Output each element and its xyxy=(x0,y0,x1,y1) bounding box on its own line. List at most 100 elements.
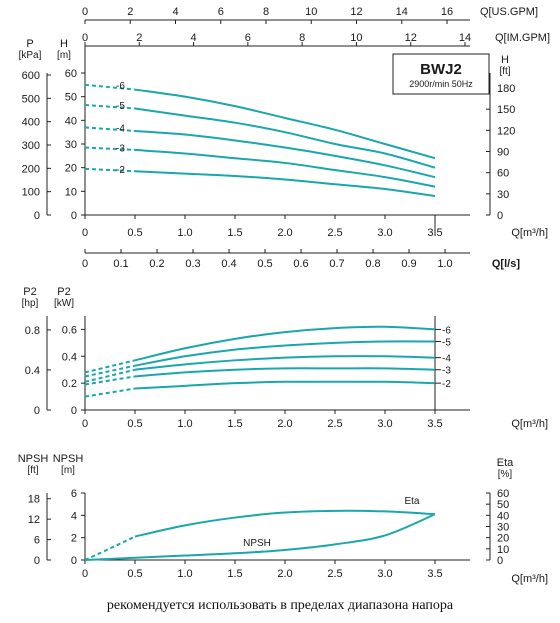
im-gpm-tick-label: 8 xyxy=(299,32,305,44)
npsh-x-tick-label: 3.0 xyxy=(377,568,392,580)
npsh-m-tick-label: 4 xyxy=(71,510,77,522)
p-kpa-tick-label: 100 xyxy=(22,187,40,199)
power-x-tick-label: 1.0 xyxy=(177,418,192,430)
speed-label: 2900r/min 50Hz xyxy=(409,79,473,89)
h-m-tick-label: 40 xyxy=(65,115,77,127)
head-x-tick-label: 1.0 xyxy=(177,227,192,239)
us-gpm-tick-label: 10 xyxy=(305,6,317,18)
h-ft-tick-label: 90 xyxy=(497,147,509,159)
power-series-label: -3 xyxy=(442,366,451,377)
im-gpm-tick-label: 14 xyxy=(459,32,471,44)
eta-axis-title: Eta xyxy=(497,457,514,469)
p2-hp-tick-label: 0 xyxy=(34,405,40,417)
eta-dashed xyxy=(84,535,136,561)
ls-tick-label: 0.7 xyxy=(329,258,344,270)
p2-kw-axis-title: P2 xyxy=(57,286,70,298)
head-curve-2 xyxy=(134,170,436,198)
p2-kw-tick-label: 0.2 xyxy=(62,378,77,390)
caption-text: рекомендуется использовать в пределах ди… xyxy=(106,598,454,613)
h-m-tick-label: 10 xyxy=(65,186,77,198)
npsh-x-tick-label: 1.5 xyxy=(227,568,242,580)
ls-tick-label: 0.3 xyxy=(185,258,200,270)
power-curve-2 xyxy=(134,380,436,390)
eta-tick-label: 50 xyxy=(497,499,509,511)
eta-tick-label: 0 xyxy=(497,555,503,567)
us-gpm-tick-label: 0 xyxy=(82,6,88,18)
eta-tick-label: 40 xyxy=(497,510,509,522)
eta-axis-unit: [%] xyxy=(498,469,513,480)
npsh-x-tick-label: 3.5 xyxy=(427,568,442,580)
eta-curve xyxy=(134,509,436,538)
head-curve-6 xyxy=(134,88,436,160)
power-series-label: -5 xyxy=(442,338,451,349)
us-gpm-tick-label: 2 xyxy=(127,6,133,18)
head-series-label: -6 xyxy=(116,81,125,92)
power-x-tick-label: 2.0 xyxy=(277,418,292,430)
power-x-axis-label: Q[m³/h] xyxy=(511,418,548,430)
us-gpm-tick-label: 6 xyxy=(218,6,224,18)
power-dashed-4 xyxy=(84,368,136,383)
im-gpm-tick-label: 0 xyxy=(82,32,88,44)
npsh-x-axis-label: Q[m³/h] xyxy=(511,573,548,585)
head-dashed-5 xyxy=(84,103,136,110)
npsh-curve xyxy=(84,513,436,561)
ls-tick-label: 0.2 xyxy=(149,258,164,270)
h-m-tick-label: 60 xyxy=(65,68,77,80)
npsh-m-axis-title: NPSH xyxy=(53,453,84,465)
npsh-m-tick-label: 2 xyxy=(71,533,77,545)
npsh-x-tick-label: 0.5 xyxy=(127,568,142,580)
us-gpm-tick-label: 4 xyxy=(172,6,178,18)
power-x-tick-label: 1.5 xyxy=(227,418,242,430)
power-dashed-3 xyxy=(84,375,136,386)
head-dashed-3 xyxy=(84,146,136,151)
ls-tick-label: 1.0 xyxy=(437,258,452,270)
p-kpa-tick-label: 0 xyxy=(34,210,40,222)
im-gpm-tick-label: 2 xyxy=(136,32,142,44)
power-series-label: -2 xyxy=(442,379,451,390)
head-x-tick-label: 3.0 xyxy=(377,227,392,239)
h-ft-tick-label: 30 xyxy=(497,189,509,201)
power-x-tick-label: 0 xyxy=(82,418,88,430)
npsh-x-tick-label: 2.5 xyxy=(327,568,342,580)
head-x-tick-label: 3.5 xyxy=(427,227,442,239)
power-dashed-2 xyxy=(84,387,136,398)
h-m-tick-label: 20 xyxy=(65,163,77,175)
p2-hp-tick-label: 0.4 xyxy=(25,365,40,377)
head-x-tick-label: 0.5 xyxy=(127,227,142,239)
head-dashed-6 xyxy=(84,83,136,91)
power-curve-5 xyxy=(134,340,436,367)
p2-kw-tick-label: 0.6 xyxy=(62,324,77,336)
head-series-label: -5 xyxy=(116,101,125,112)
power-x-tick-label: 3.0 xyxy=(377,418,392,430)
head-x-tick-label: 2.5 xyxy=(327,227,342,239)
im-gpm-axis-label: Q[IM.GPM] xyxy=(495,32,550,44)
ls-tick-label: 0.6 xyxy=(293,258,308,270)
p2-kw-tick-label: 0.4 xyxy=(62,351,77,363)
npsh-m-tick-label: 6 xyxy=(71,488,77,500)
h-ft-axis-unit: [ft] xyxy=(499,66,510,77)
p-kpa-axis-unit: [kPa] xyxy=(19,50,42,61)
head-x-tick-label: 1.5 xyxy=(227,227,242,239)
head-curve-4 xyxy=(134,129,436,179)
power-series-label: -4 xyxy=(442,354,451,365)
h-m-tick-label: 50 xyxy=(65,92,77,104)
eta-curve-label: Eta xyxy=(404,496,419,507)
eta-tick-label: 20 xyxy=(497,533,509,545)
head-dashed-4 xyxy=(84,126,136,132)
h-ft-tick-label: 150 xyxy=(497,104,515,116)
p-kpa-axis-title: P xyxy=(26,38,33,50)
power-x-tick-label: 2.5 xyxy=(327,418,342,430)
head-x-tick-label: 2.0 xyxy=(277,227,292,239)
ls-tick-label: 0.1 xyxy=(113,258,128,270)
h-m-tick-label: 0 xyxy=(71,210,77,222)
head-series-label: -3 xyxy=(116,144,125,155)
npsh-m-tick-label: 0 xyxy=(71,555,77,567)
pump-performance-charts: 0 2 4 6 8 10 12 14 16 Q[US.GPM] 0 2 4 6 8 10 12 14 Q[IM.GP… xyxy=(18,6,550,585)
us-gpm-tick-label: 14 xyxy=(396,6,408,18)
npsh-ft-tick-label: 12 xyxy=(28,514,40,526)
power-x-tick-label: 0.5 xyxy=(127,418,142,430)
p2-hp-axis-title: P2 xyxy=(23,286,36,298)
npsh-x-tick-label: 2.0 xyxy=(277,568,292,580)
npsh-m-axis-unit: [m] xyxy=(61,465,75,476)
us-gpm-tick-label: 12 xyxy=(350,6,362,18)
